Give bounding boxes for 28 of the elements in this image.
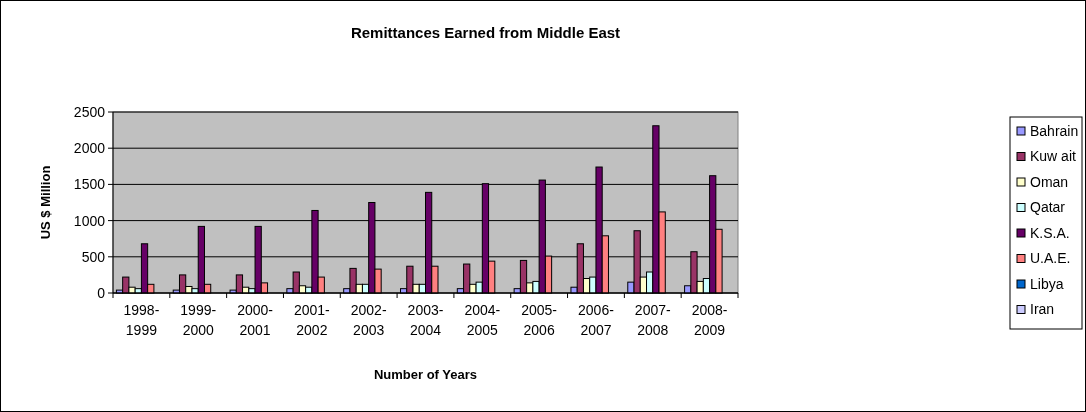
legend-label: Oman (1030, 173, 1069, 190)
legend-label: U.A.E. (1030, 250, 1071, 267)
y-tick-label: 500 (81, 248, 106, 265)
x-tick-label: 2007-2008 (634, 302, 672, 338)
x-tick-label: 2004-2005 (464, 302, 501, 338)
x-tick-label: 2002-2003 (350, 302, 387, 338)
x-tick-label: 2000-2001 (237, 302, 274, 338)
y-tick-label: 1000 (73, 212, 106, 229)
y-tick-label: 0 (97, 284, 106, 301)
x-tick-label: 2006-2007 (578, 302, 615, 338)
x-axis-title: Number of Years (373, 367, 478, 382)
x-tick-label: 1999-2000 (180, 302, 217, 338)
x-tick-label: 1998-1999 (123, 302, 160, 338)
legend-label: Bahrain (1030, 122, 1079, 139)
x-tick-label: 2003-2004 (407, 302, 444, 338)
y-tick-label: 1500 (73, 176, 106, 193)
y-tick-label: 2500 (73, 103, 106, 120)
chart-title: Remittances Earned from Middle East (350, 24, 621, 41)
legend-label: Libya (1030, 275, 1064, 292)
x-tick-label: 2008-2009 (691, 302, 728, 338)
y-tick-label: 2000 (73, 140, 106, 157)
x-tick-label: 2001-2002 (293, 302, 331, 338)
legend-label: Qatar (1030, 199, 1066, 216)
legend-label: K.S.A. (1030, 224, 1070, 241)
y-axis-title: US $ Million (38, 165, 53, 240)
x-tick-label: 2005-2006 (521, 302, 558, 338)
legend-label: Iran (1030, 301, 1055, 318)
legend-label: Kuw ait (1030, 148, 1077, 165)
